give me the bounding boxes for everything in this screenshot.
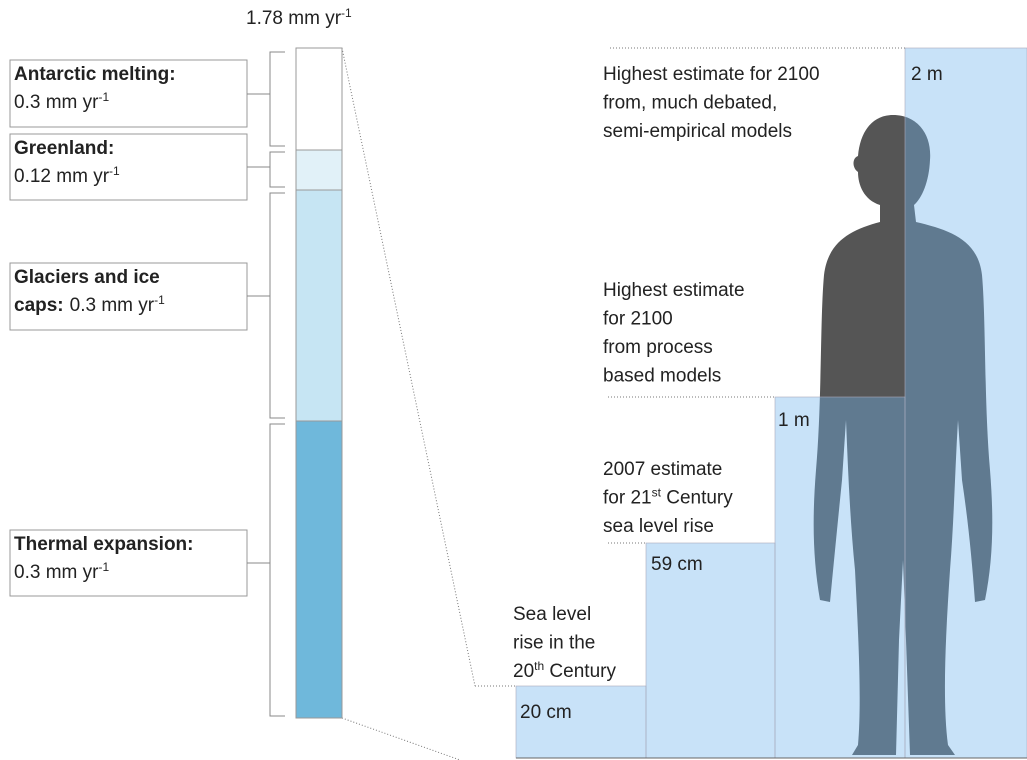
component-rate-part: -1 xyxy=(98,560,109,574)
estimate-note: from process xyxy=(603,337,713,358)
component-rate-part: -1 xyxy=(98,90,109,104)
estimate-note-part: Highest estimate xyxy=(603,280,745,301)
glaciers-segment xyxy=(295,189,343,422)
step-label-part: 59 cm xyxy=(651,554,703,575)
estimate-note: rise in the xyxy=(513,633,595,654)
step-2m xyxy=(904,47,1027,759)
component-rate-part: 0.12 mm yr xyxy=(14,166,110,187)
total-rate-part: 1.78 mm yr xyxy=(246,8,342,29)
estimate-note: Highest estimate xyxy=(603,280,745,301)
step-label: 59 cm xyxy=(651,554,703,575)
estimate-note-part: th xyxy=(534,659,544,673)
estimate-note-part: Century xyxy=(544,661,616,682)
step-1m xyxy=(774,396,906,759)
component-rate-part: -1 xyxy=(109,164,120,178)
estimate-note: sea level rise xyxy=(603,516,714,537)
estimate-note: for 21st Century xyxy=(603,486,733,509)
estimate-note: 2007 estimate xyxy=(603,459,722,480)
component-name-part: caps: xyxy=(14,295,64,316)
step-59cm xyxy=(645,542,776,759)
estimate-note-part: Highest estimate for 2100 xyxy=(603,64,820,85)
component-name: Antarctic melting: xyxy=(14,64,176,85)
component-name: Glaciers and ice xyxy=(14,267,160,288)
step-label: 2 m xyxy=(911,64,943,85)
total-rate-part: -1 xyxy=(341,6,352,20)
estimate-steps xyxy=(515,47,1027,759)
estimate-note-part: sea level rise xyxy=(603,516,714,537)
estimate-note-part: from, much debated, xyxy=(603,93,777,114)
component-rate: 0.12 mm yr-1 xyxy=(14,164,120,187)
component-rate-part: 0.3 mm yr xyxy=(14,92,99,113)
estimate-note-part: based models xyxy=(603,366,721,387)
estimate-note-part: for 21 xyxy=(603,488,652,509)
component-name: caps: 0.3 mm yr-1 xyxy=(14,293,165,316)
component-rate: 0.3 mm yr xyxy=(70,295,155,316)
component-rate: 0.3 mm yr-1 xyxy=(14,90,109,113)
estimate-note: for 2100 xyxy=(603,309,673,330)
greenland-segment xyxy=(295,149,343,191)
stacked-bar xyxy=(295,47,343,719)
estimate-note-part: semi-empirical models xyxy=(603,121,792,142)
step-label: 20 cm xyxy=(520,702,572,723)
thermal-segment xyxy=(295,420,343,719)
estimate-note-part: 20 xyxy=(513,661,534,682)
component-name-part: Thermal expansion: xyxy=(14,534,194,555)
brackets xyxy=(9,51,285,717)
component-rate: -1 xyxy=(154,293,165,307)
estimate-note-part: st xyxy=(652,486,662,500)
estimate-note-part: rise in the xyxy=(513,633,595,654)
component-name-part: Antarctic melting: xyxy=(14,64,176,85)
estimate-note-part: Sea level xyxy=(513,604,591,625)
estimate-note-part: for 2100 xyxy=(603,309,673,330)
component-name: Greenland: xyxy=(14,138,114,159)
estimate-note: Sea level xyxy=(513,604,591,625)
estimate-note-part: Century xyxy=(661,488,733,509)
estimate-note: from, much debated, xyxy=(603,93,777,114)
step-label-part: 20 cm xyxy=(520,702,572,723)
estimate-note: Highest estimate for 2100 xyxy=(603,64,820,85)
estimate-note: 20th Century xyxy=(513,659,616,682)
dotted-guides xyxy=(341,47,905,760)
total-rate: 1.78 mm yr-1 xyxy=(246,6,352,29)
estimate-note: based models xyxy=(603,366,721,387)
step-label-part: 1 m xyxy=(778,410,810,431)
component-name: Thermal expansion: xyxy=(14,534,194,555)
human-silhouette xyxy=(813,115,993,755)
component-rate-part: 0.3 mm yr xyxy=(14,562,99,583)
step-label-part: 2 m xyxy=(911,64,943,85)
estimate-note: semi-empirical models xyxy=(603,121,792,142)
estimate-note-part: 2007 estimate xyxy=(603,459,722,480)
component-rate: 0.3 mm yr-1 xyxy=(14,560,109,583)
antarctic-segment xyxy=(295,47,343,151)
step-label: 1 m xyxy=(778,410,810,431)
estimate-note-part: from process xyxy=(603,337,713,358)
component-name-part: Glaciers and ice xyxy=(14,267,160,288)
component-name-part: Greenland: xyxy=(14,138,114,159)
